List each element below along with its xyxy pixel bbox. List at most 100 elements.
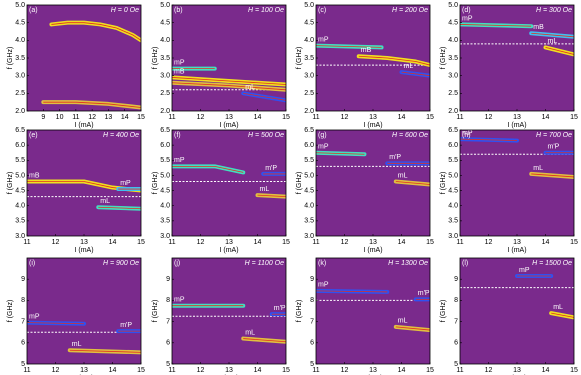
x-tick-label: 15 [282,239,290,246]
y-tick-label: 4.0 [160,203,170,210]
y-tick-label: 2.5 [15,90,25,97]
mode-label: mL [245,84,255,91]
field-annotation: H = 1500 Oe [532,260,572,267]
x-tick-label: 12 [341,114,349,121]
x-tick-label: 13 [513,114,521,121]
plot-area: mP m'P mL [27,314,141,355]
plot-background [172,258,286,364]
mode-core [172,165,244,173]
mode-label: m'P [265,165,277,172]
mode-core [98,206,141,210]
y-tick-label: 6.0 [160,142,170,149]
y-tick-label: 3.0 [304,233,314,240]
x-tick-label: 15 [570,114,578,121]
x-tick-label: 12 [197,114,205,121]
x-tick-label: 14 [542,239,550,246]
x-tick-label: 14 [398,114,406,121]
mode-label: mL [72,341,82,348]
panel-label: (g) [318,132,327,139]
plot-area: mP mB mL [460,15,574,57]
y-tick-label: 2.0 [15,108,25,115]
mode-core [531,173,574,178]
mode-label: mP [462,130,473,137]
x-tick-label: 13 [225,239,233,246]
y-tick-label: 3.0 [448,73,458,80]
y-tick-label: 3.0 [304,73,314,80]
mode-label: mL [404,63,414,70]
plot-area [41,20,141,110]
mode-label: mL [553,304,563,311]
y-tick-label: 9 [166,276,170,283]
x-tick-label: 13 [105,114,113,121]
y-tick-label: 5 [310,361,314,368]
mode-label: m'P [120,322,132,329]
mode-core [551,312,574,318]
y-tick-label: 2.5 [160,90,170,97]
y-tick-label: 4.0 [160,37,170,44]
mode-label: mL [260,186,270,193]
plot-area: mP mB mL [316,36,430,78]
x-tick-label: 12 [341,239,349,246]
plot-area: mP m'P mL [460,130,574,179]
y-tick-label: 5.0 [160,172,170,179]
field-annotation: H = 300 Oe [536,7,572,14]
y-axis-label: f (GHz) [7,47,14,70]
x-tick-label: 12 [52,239,60,246]
y-axis-label: f (GHz) [296,172,303,195]
mode-label: m'P [418,290,430,297]
y-axis-label: f (GHz) [7,300,14,323]
y-tick-label: 6 [310,340,314,347]
y-tick-label: 3.0 [160,233,170,240]
mode-core [395,326,430,331]
y-tick-label: 5.5 [15,157,25,164]
panel-label: (e) [29,132,38,139]
field-annotation: H = 1300 Oe [388,260,428,267]
plot-background [172,130,286,236]
field-annotation: H = 400 Oe [103,132,139,139]
y-tick-label: 5.0 [448,172,458,179]
y-tick-label: 6.5 [448,127,458,134]
x-tick-label: 12 [485,114,493,121]
x-tick-label: 9 [41,114,45,121]
y-tick-label: 3.5 [448,218,458,225]
mode-label: mP [318,36,329,43]
mode-core [545,47,574,55]
mode-label: mB [361,47,372,54]
x-tick-label: 11 [312,239,319,246]
y-tick-label: 3.5 [304,218,314,225]
x-tick-label: 11 [456,367,463,374]
mode-core [358,55,430,66]
y-tick-label: 4.0 [15,37,25,44]
mode-label: mP [174,297,185,304]
field-annotation: H = 600 Oe [392,132,428,139]
y-tick-label: 8 [454,297,458,304]
panel-label: (i) [29,260,35,267]
x-tick-label: 10 [56,114,64,121]
mode-label: mL [100,198,110,205]
x-axis-label: I (mA) [363,247,382,254]
y-tick-label: 6 [21,340,25,347]
x-tick-label: 12 [52,367,60,374]
y-tick-label: 3.5 [15,218,25,225]
y-tick-label: 5 [21,361,25,368]
panel-label: (c) [318,7,326,14]
y-tick-label: 5.0 [15,2,25,9]
y-tick-label: 4.5 [448,20,458,27]
x-tick-label: 14 [542,367,550,374]
y-tick-label: 6.5 [304,127,314,134]
y-tick-label: 6.5 [160,127,170,134]
x-axis-label: I (mA) [219,122,238,129]
mode-core [69,349,141,353]
x-tick-label: 15 [282,114,290,121]
y-tick-label: 6 [166,340,170,347]
mode-core [257,194,286,198]
x-tick-label: 11 [168,367,175,374]
x-tick-label: 14 [254,114,262,121]
mode-core [531,32,574,38]
x-tick-label: 15 [426,114,434,121]
mode-label: mB [29,172,40,179]
panel-label: (d) [462,7,471,14]
x-axis-label: I (mA) [74,122,93,129]
y-tick-label: 7 [21,318,25,325]
mode-core [51,22,141,41]
